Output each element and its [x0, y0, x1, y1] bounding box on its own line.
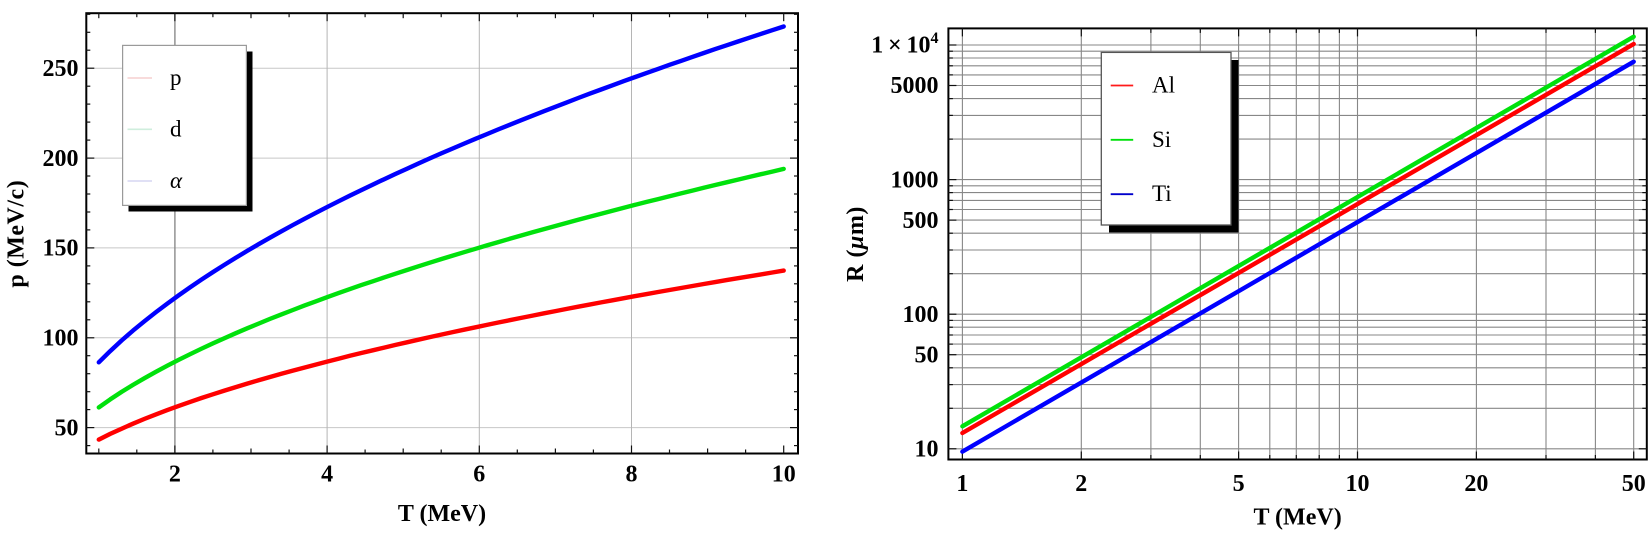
svg-text:50: 50	[1622, 471, 1646, 497]
svg-text:2: 2	[1075, 471, 1087, 497]
svg-text:p (MeV/c): p (MeV/c)	[4, 180, 30, 288]
svg-text:50: 50	[915, 342, 939, 368]
svg-text:1000: 1000	[891, 167, 939, 193]
svg-text:α: α	[170, 168, 183, 193]
svg-text:2: 2	[169, 462, 181, 488]
svg-text:Si: Si	[1152, 127, 1171, 152]
svg-text:10: 10	[772, 462, 796, 488]
svg-text:1 × 104: 1 × 104	[871, 30, 938, 59]
svg-text:T (MeV): T (MeV)	[1253, 505, 1341, 531]
svg-text:6: 6	[473, 462, 485, 488]
svg-text:250: 250	[43, 56, 79, 82]
svg-text:5000: 5000	[891, 73, 939, 99]
svg-text:8: 8	[626, 462, 638, 488]
svg-text:Ti: Ti	[1152, 181, 1172, 206]
svg-text:100: 100	[903, 302, 939, 328]
svg-text:T (MeV): T (MeV)	[398, 501, 486, 527]
svg-text:R (μm): R (μm)	[843, 206, 869, 282]
svg-text:20: 20	[1464, 471, 1488, 497]
svg-text:d: d	[170, 116, 182, 141]
svg-text:1: 1	[956, 471, 968, 497]
svg-text:4: 4	[321, 462, 333, 488]
svg-text:200: 200	[43, 146, 79, 172]
svg-text:10: 10	[915, 437, 939, 463]
svg-text:5: 5	[1233, 471, 1245, 497]
svg-text:100: 100	[43, 325, 79, 351]
svg-text:50: 50	[55, 415, 79, 441]
svg-text:500: 500	[903, 208, 939, 234]
svg-text:p: p	[170, 65, 182, 90]
svg-text:Al: Al	[1152, 73, 1175, 98]
svg-text:150: 150	[43, 236, 79, 262]
svg-text:10: 10	[1346, 471, 1370, 497]
